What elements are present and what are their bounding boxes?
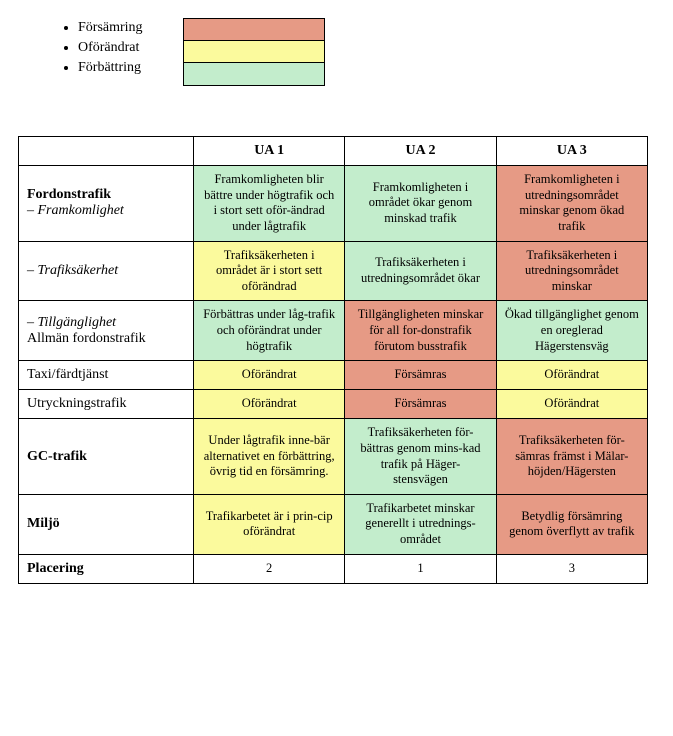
cell-ua3: 3 [496,554,647,583]
cell-ua2: Försämras [345,361,496,390]
table-corner [19,137,194,166]
cell-ua3: Oförändrat [496,390,647,419]
cell-ua2: Försämras [345,390,496,419]
row-label: Miljö [19,494,194,554]
legend: Försämring Oförändrat Förbättring [18,18,655,86]
swatch-same [184,41,324,63]
row-label-part: Placering [27,561,185,577]
cell-ua1: Trafiksäkerheten i området är i stort se… [194,241,345,301]
table-row: Fordonstrafik– FramkomlighetFramkomlighe… [19,166,648,242]
cell-ua2: Tillgängligheten minskar för all for-don… [345,301,496,361]
row-label-part: – Framkomlighet [27,203,185,219]
row-label-part: Taxi/färdtjänst [27,367,185,383]
cell-ua3: Oförändrat [496,361,647,390]
table-row: Taxi/färdtjänst OförändratFörsämrasOförän… [19,361,648,390]
table-row: – Trafiksäkerhet Trafiksäkerheten i områd… [19,241,648,301]
col-ua2: UA 2 [345,137,496,166]
cell-ua3: Trafiksäkerheten för-sämras främst i Mäl… [496,419,647,495]
cell-ua3: Ökad tillgänglighet genom en oreglerad H… [496,301,647,361]
row-label-part: Allmän fordonstrafik [27,331,185,347]
legend-item-worse: Försämring [78,18,143,38]
cell-ua1: Framkomligheten blir bättre under högtra… [194,166,345,242]
col-ua3: UA 3 [496,137,647,166]
legend-list: Försämring Oförändrat Förbättring [58,18,143,78]
row-label: – Trafiksäkerhet [19,241,194,301]
row-label: GC-trafik [19,419,194,495]
row-label-part: – Tillgänglighet [27,315,185,331]
swatch-better [184,63,324,85]
row-label-part: GC-trafik [27,449,185,465]
table-row: Placering 213 [19,554,648,583]
cell-ua2: Trafiksäkerheten för-bättras genom mins-… [345,419,496,495]
table-header-row: UA 1 UA 2 UA 3 [19,137,648,166]
cell-ua2: Trafiksäkerheten i utredningsområdet öka… [345,241,496,301]
comparison-table: UA 1 UA 2 UA 3 Fordonstrafik– Framkomlig… [18,136,648,584]
row-label-part: Fordonstrafik [27,187,185,203]
cell-ua1: Förbättras under låg-trafik och oförändr… [194,301,345,361]
cell-ua3: Framkomligheten i utredningsområdet mins… [496,166,647,242]
table-row: Miljö Trafikarbetet är i prin-cip oföränd… [19,494,648,554]
table-row: – TillgänglighetAllmän fordonstrafikFörb… [19,301,648,361]
table-body: Fordonstrafik– FramkomlighetFramkomlighe… [19,166,648,584]
row-label: Utryckningstrafik [19,390,194,419]
cell-ua1: Oförändrat [194,361,345,390]
row-label: Fordonstrafik– Framkomlighet [19,166,194,242]
table-row: Utryckningstrafik OförändratFörsämrasOför… [19,390,648,419]
cell-ua3: Betydlig försämring genom överflytt av t… [496,494,647,554]
row-label-part: Utryckningstrafik [27,396,185,412]
row-label-part: Miljö [27,516,185,532]
cell-ua2: 1 [345,554,496,583]
cell-ua2: Framkomligheten i området ökar genom min… [345,166,496,242]
cell-ua3: Trafiksäkerheten i utredningsområdet min… [496,241,647,301]
legend-swatches [183,18,325,86]
cell-ua1: Under lågtrafik inne-bär alternativet en… [194,419,345,495]
cell-ua1: 2 [194,554,345,583]
swatch-worse [184,19,324,41]
cell-ua1: Trafikarbetet är i prin-cip oförändrat [194,494,345,554]
table-row: GC-trafik Under lågtrafik inne-bär altern… [19,419,648,495]
legend-item-better: Förbättring [78,58,143,78]
cell-ua2: Trafikarbetet minskar generellt i utredn… [345,494,496,554]
row-label-part: – Trafiksäkerhet [27,263,185,279]
cell-ua1: Oförändrat [194,390,345,419]
row-label: Placering [19,554,194,583]
col-ua1: UA 1 [194,137,345,166]
legend-item-same: Oförändrat [78,38,143,58]
row-label: Taxi/färdtjänst [19,361,194,390]
row-label: – TillgänglighetAllmän fordonstrafik [19,301,194,361]
